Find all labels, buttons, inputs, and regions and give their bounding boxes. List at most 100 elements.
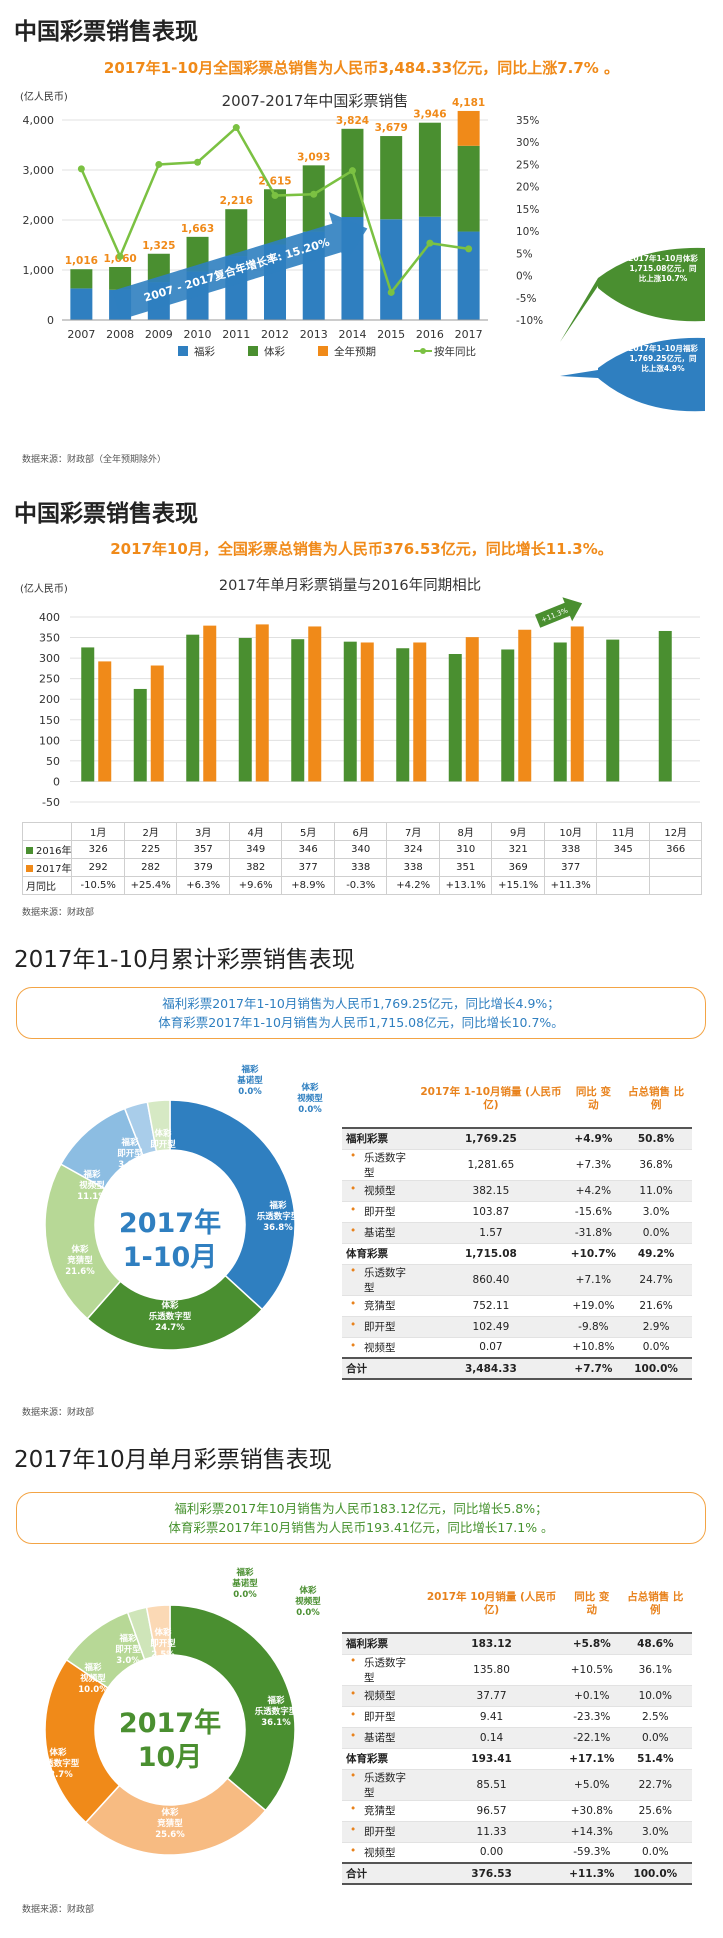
monthly-table-cell: 5月 [281,822,335,841]
donut-label-line: 24.7% [155,1323,185,1333]
table-cell: 103.87 [415,1201,567,1223]
table-cell: +19.0% [566,1295,621,1317]
chart1-x-tick: 2012 [261,328,289,341]
table-cell: 96.57 [418,1800,565,1822]
table-cell: +4.9% [566,1128,621,1150]
table-cell: +14.3% [564,1821,619,1843]
chart1-y2-tick: 15% [516,204,539,216]
chart2-bar-2016年 [291,639,305,782]
chart2-bar-2017年 [150,665,164,782]
monthly-table-cell: +9.6% [228,876,283,895]
table-cell: 11.0% [620,1180,692,1202]
chart1-yoy-point [194,158,202,166]
table-cell: 3.0% [618,1821,692,1843]
legend-label: 体彩 [264,346,285,358]
donut-label-line: 36.1% [261,1718,291,1728]
monthly-table-cell: 369 [491,858,545,877]
monthly-table-cell: 310 [438,840,493,859]
section4-summary-sports: 体育彩票2017年10月销售为人民币193.41亿元，同比增长17.1% 。 [168,1520,554,1535]
chart1-yoy-point [155,160,163,168]
table-cell: -31.8% [566,1222,621,1244]
table-cell: 382.15 [415,1180,567,1202]
table-row-label: 体育彩票 [342,1243,416,1265]
monthly-table-cell: 7月 [386,822,440,841]
table-row-label: 乐透数字型 [342,1654,419,1686]
monthly-table-cell: 225 [123,840,178,859]
table-cell: 1,715.08 [415,1243,567,1265]
table-cell: +11.3% [564,1862,619,1885]
legend-label: 福彩 [194,345,215,358]
table-row-label: 合计 [342,1862,419,1885]
monthly-table-cell: 349 [228,840,283,859]
monthly-table-row-yoy: 月同比 -10.5% +25.4% +6.3% +9.6% +8.9% -0.3% +4.2%… [21,876,703,895]
chart2-bar-2016年 [81,647,95,782]
monthly-table-cell: 351 [438,858,493,877]
donut-label-line: 体彩 [161,1807,179,1818]
chart1-total-label: 3,093 [297,151,330,163]
chart1-y2-tick: 25% [516,159,539,171]
chart1-x-tick: 2007 [67,328,95,341]
chart2-bar-2017年 [518,629,532,782]
chart1-y2-tick: 5% [516,248,533,260]
table-cell: +5.8% [564,1633,619,1655]
table-cell: 102.49 [415,1316,567,1338]
legend-marker [420,348,426,354]
table-header-cell: 占总销售 比例 [618,1575,692,1634]
chart1-bar-体彩 [418,122,441,217]
donut-label-line: 福彩 [235,1567,254,1578]
monthly-table-cell [596,858,650,877]
table-row-label: 竞猜型 [342,1800,419,1822]
table-cell: 36.1% [618,1654,692,1686]
donut-slice-welfare-lotto [169,1099,296,1311]
chart2-bar-2016年 [658,630,672,782]
section2-source: 数据来源：财政部 [22,908,95,918]
table-cell: +5.0% [564,1769,619,1801]
table-cell: -15.6% [566,1201,621,1223]
table-cell: -59.3% [564,1842,619,1864]
donut-label-line: 21.6% [65,1267,95,1277]
callout-sports-text: 2017年1-10月体彩1,715.08亿元，同比上涨10.7% [628,254,698,283]
chart2-bar-2016年 [133,688,147,782]
table-cell: +10.7% [566,1243,621,1265]
monthly-table-cell: 3月 [176,822,230,841]
table-row-label: 视频型 [342,1180,416,1202]
monthly-table-cell: 345 [596,840,650,859]
monthly-data-table: 1月 2月 3月 4月 5月 6月 7月 8月 9月 10月 11月 12月 2016年 326 225 35… [21,822,703,895]
chart1-bar-福彩 [457,231,480,320]
table-cell: +4.2% [566,1180,621,1202]
monthly-table-cell: +11.3% [543,876,598,895]
table-header-cell [342,1575,419,1634]
monthly-table-row-2017: 2017年 292 282 379 382 377 338 338 351 369 377 [21,858,703,877]
chart2-bar-2016年 [186,634,200,782]
monthly-table-cell [596,876,650,895]
donut-label-line: 0.0% [233,1590,257,1600]
monthly-table-cell: 10月 [543,822,598,841]
table-row: 体育彩票 1,715.08 +10.7% 49.2% [342,1243,692,1265]
table-row-label: 即开型 [342,1821,419,1843]
chart2-y-tick: 100 [39,734,60,747]
legend-swatch [178,346,188,356]
donut-label-line: 乐透数字型 [255,1706,298,1717]
ytd-center-line2: 1-10月 [122,1242,218,1273]
table-row-label: 福利彩票 [342,1128,416,1150]
table-cell: 0.14 [418,1727,565,1749]
chart1-bar-体彩 [70,269,93,289]
callout-sports: 2017年1-10月体彩1,715.08亿元，同比上涨10.7% [560,247,705,342]
donut-label-line: 即开型 [115,1644,141,1655]
chart1-total-label: 1,325 [142,240,175,252]
october-donut-center: 2017年 10月 [95,1707,245,1775]
section4-source: 数据来源：财政部 [22,1905,95,1915]
donut-slice-sports-instant [145,1604,171,1658]
donut-label-line: 基诺型 [231,1578,258,1589]
table-cell: 85.51 [418,1769,565,1801]
table-row: 合计 376.53 +11.3% 100.0% [342,1862,692,1885]
table-cell: 2.9% [620,1316,692,1338]
chart1-x-tick: 2010 [184,328,212,341]
